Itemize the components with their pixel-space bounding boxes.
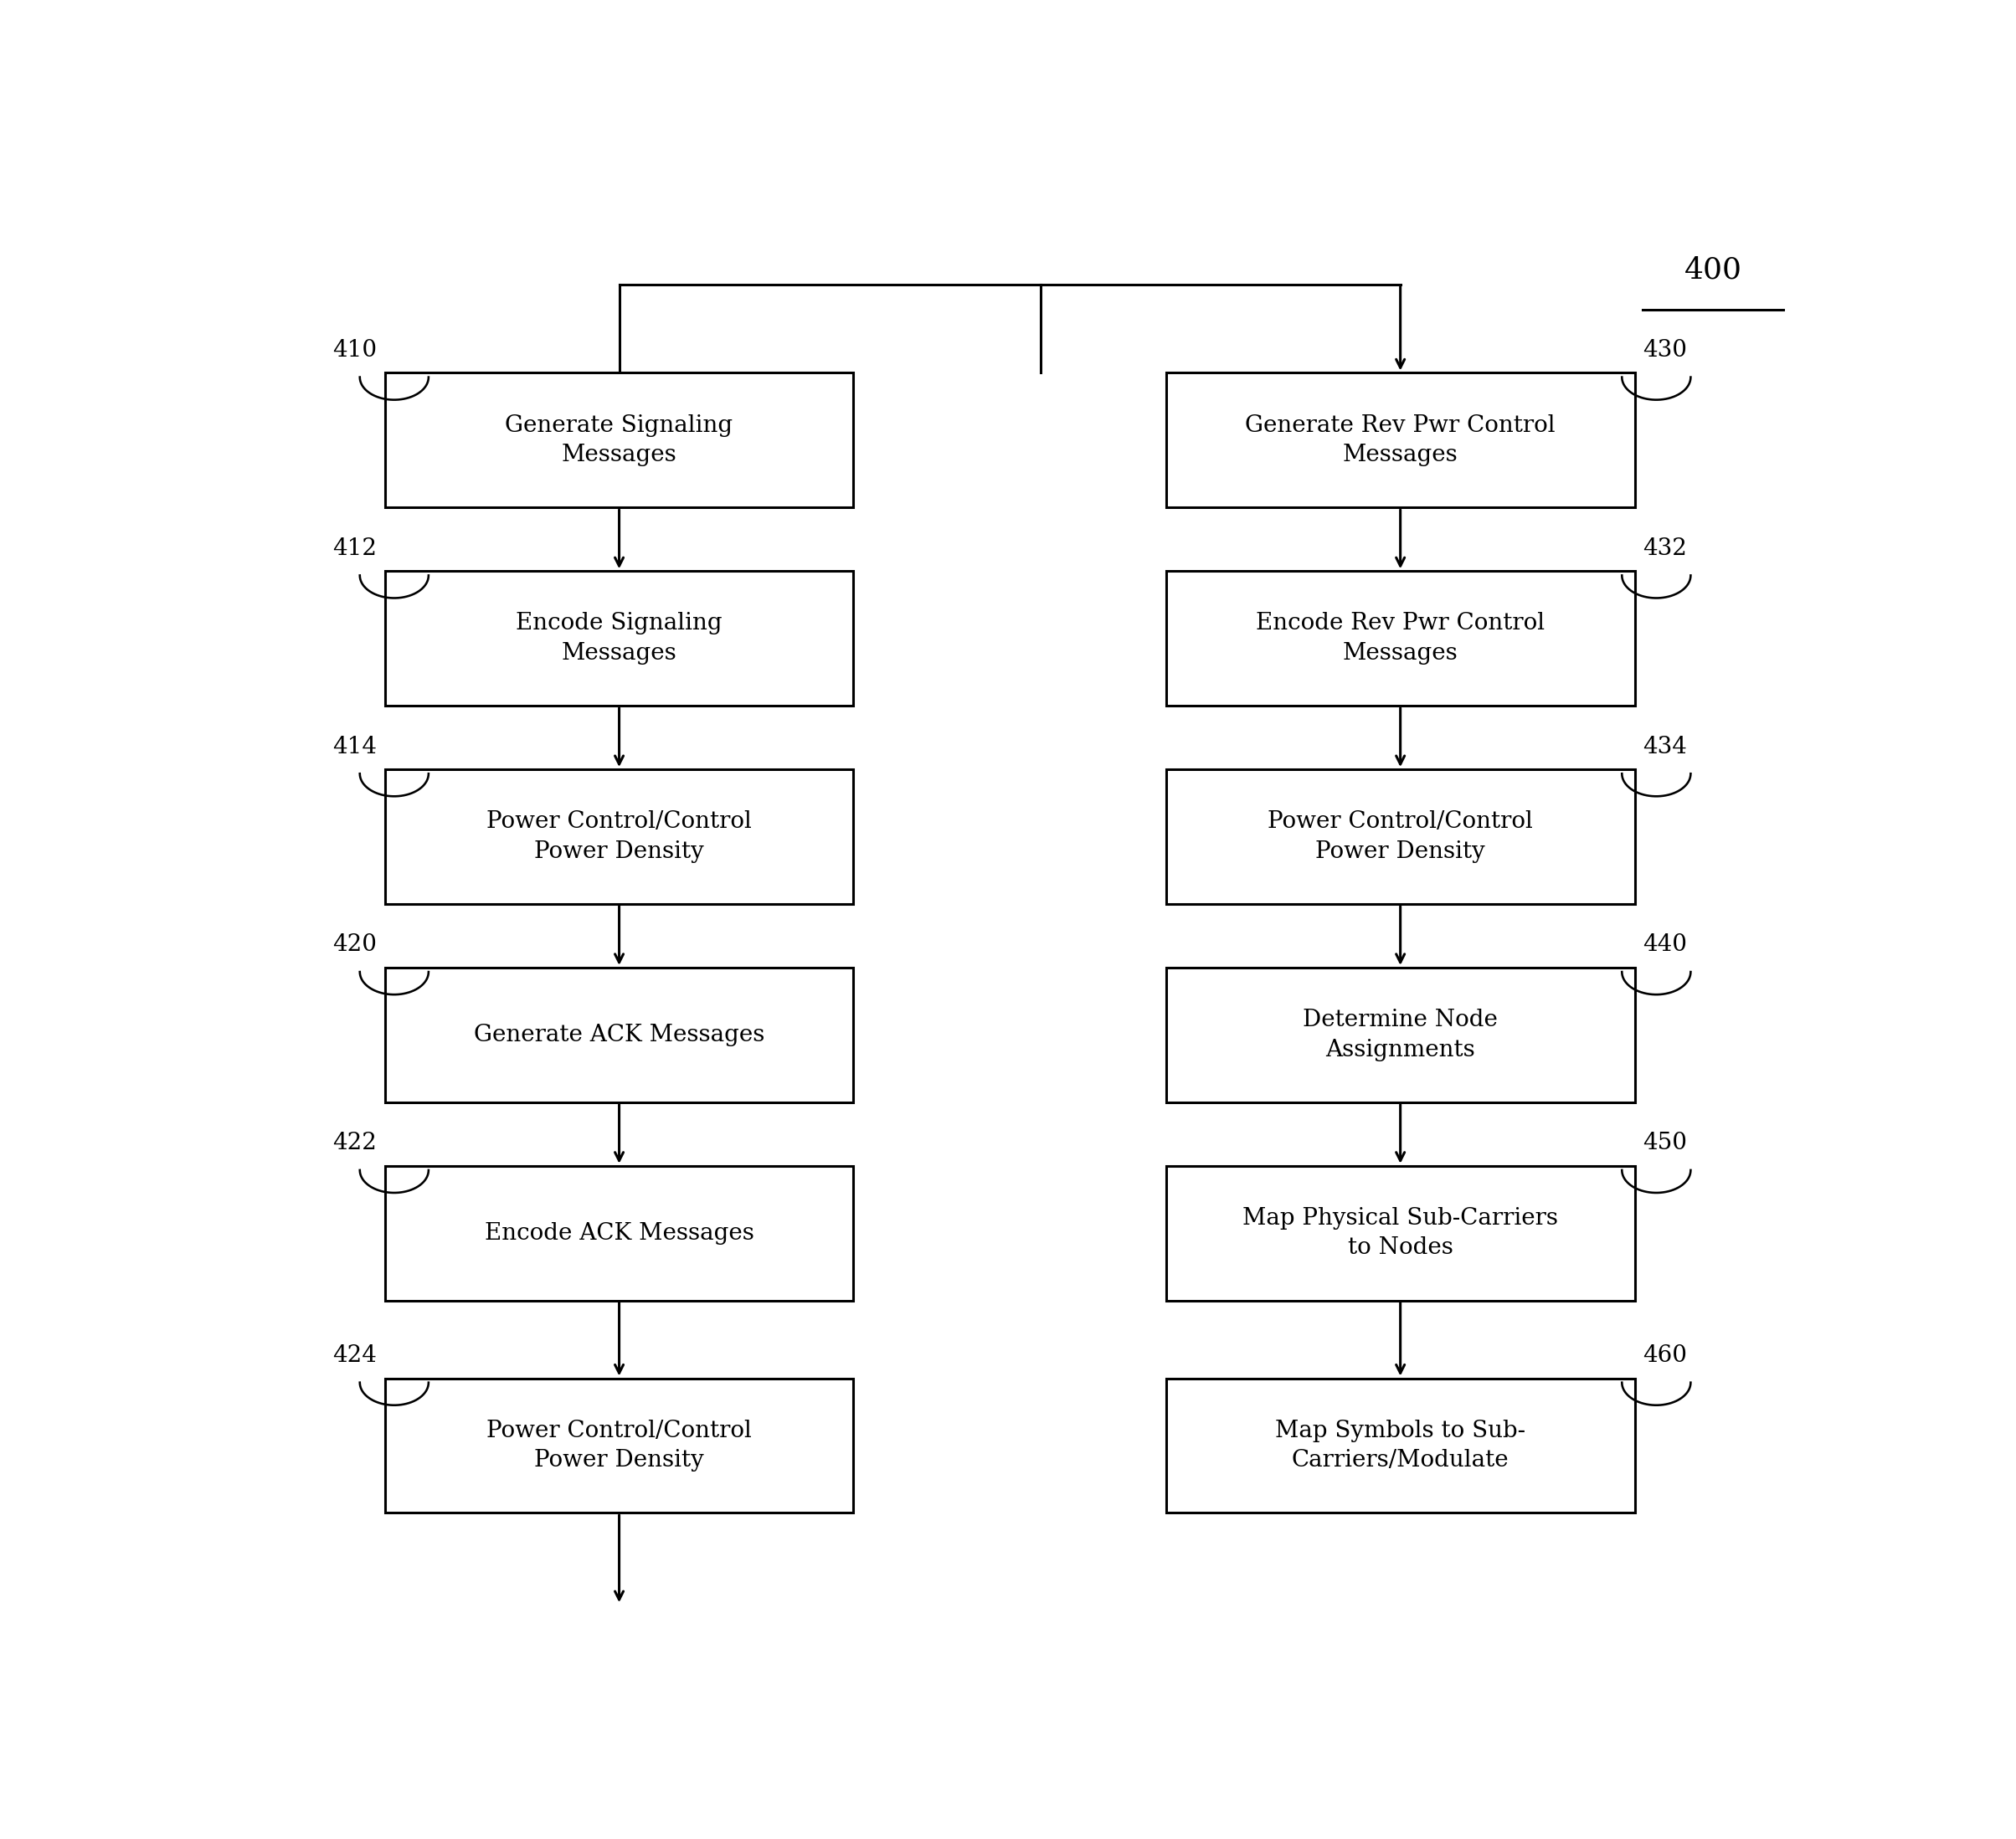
Text: 440: 440: [1643, 934, 1687, 956]
Text: Encode Signaling
Messages: Encode Signaling Messages: [516, 612, 722, 664]
FancyBboxPatch shape: [1165, 373, 1635, 508]
FancyBboxPatch shape: [1165, 1377, 1635, 1513]
FancyBboxPatch shape: [1165, 967, 1635, 1102]
Text: Power Control/Control
Power Density: Power Control/Control Power Density: [486, 1420, 752, 1471]
FancyBboxPatch shape: [385, 769, 853, 905]
FancyBboxPatch shape: [1165, 1166, 1635, 1300]
Text: 424: 424: [333, 1344, 377, 1366]
Text: 450: 450: [1643, 1133, 1687, 1155]
Text: 400: 400: [1683, 256, 1742, 285]
Text: 430: 430: [1643, 338, 1687, 362]
Text: 414: 414: [333, 736, 377, 758]
FancyBboxPatch shape: [385, 373, 853, 508]
Text: 434: 434: [1643, 736, 1687, 758]
Text: Power Control/Control
Power Density: Power Control/Control Power Density: [1268, 811, 1532, 862]
Text: 412: 412: [333, 537, 377, 559]
Text: 460: 460: [1643, 1344, 1687, 1366]
Text: Map Symbols to Sub-
Carriers/Modulate: Map Symbols to Sub- Carriers/Modulate: [1276, 1420, 1526, 1471]
FancyBboxPatch shape: [385, 1166, 853, 1300]
FancyBboxPatch shape: [385, 1377, 853, 1513]
FancyBboxPatch shape: [385, 967, 853, 1102]
Text: 432: 432: [1643, 537, 1687, 559]
Text: Encode Rev Pwr Control
Messages: Encode Rev Pwr Control Messages: [1256, 612, 1544, 664]
FancyBboxPatch shape: [1165, 572, 1635, 706]
FancyBboxPatch shape: [385, 572, 853, 706]
Text: Power Control/Control
Power Density: Power Control/Control Power Density: [486, 811, 752, 862]
Text: 422: 422: [333, 1133, 377, 1155]
Text: Map Physical Sub-Carriers
to Nodes: Map Physical Sub-Carriers to Nodes: [1242, 1206, 1558, 1260]
Text: Encode ACK Messages: Encode ACK Messages: [484, 1221, 754, 1245]
FancyBboxPatch shape: [1165, 769, 1635, 905]
Text: Determine Node
Assignments: Determine Node Assignments: [1302, 1010, 1498, 1061]
Text: 410: 410: [333, 338, 377, 362]
Text: Generate Signaling
Messages: Generate Signaling Messages: [506, 414, 734, 467]
Text: Generate ACK Messages: Generate ACK Messages: [474, 1024, 764, 1046]
Text: 420: 420: [333, 934, 377, 956]
Text: Generate Rev Pwr Control
Messages: Generate Rev Pwr Control Messages: [1246, 414, 1556, 467]
